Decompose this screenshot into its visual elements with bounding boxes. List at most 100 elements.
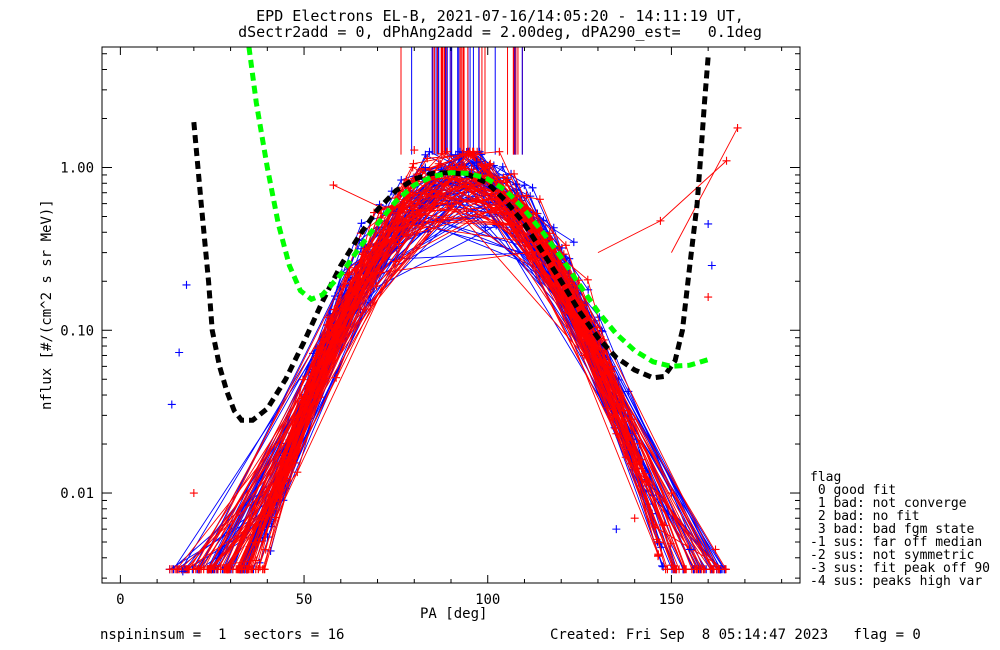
- data-point-plus: [357, 219, 366, 228]
- footer-created: Created: Fri Sep 8 05:14:47 2023 flag = …: [550, 627, 921, 643]
- data-point-plus: [447, 151, 456, 160]
- data-point-plus: [512, 179, 521, 188]
- data-point-plus: [224, 565, 233, 574]
- trace-line: [597, 220, 661, 254]
- legend-title: flag: [810, 470, 842, 485]
- legend-item: -2 sus: not symmetric: [810, 548, 975, 563]
- trace-line: [203, 190, 621, 570]
- data-point-plus: [175, 348, 184, 357]
- trace-line: [208, 213, 711, 570]
- data-point-plus: [609, 413, 618, 422]
- data-point-plus: [561, 241, 570, 250]
- trace-line: [200, 163, 629, 570]
- trace-line: [235, 193, 632, 570]
- data-point-plus: [260, 565, 269, 574]
- data-point-plus: [569, 238, 578, 247]
- data-point-plus: [532, 209, 541, 218]
- data-point-plus: [436, 159, 445, 168]
- data-point-plus: [612, 525, 621, 534]
- trace-line: [211, 177, 694, 570]
- data-point-plus: [410, 146, 419, 155]
- data-point-plus: [443, 147, 452, 156]
- data-point-plus: [567, 310, 576, 319]
- data-point-plus: [692, 565, 701, 574]
- x-axis-label: PA [deg]: [420, 606, 488, 622]
- data-point-plus: [203, 565, 212, 574]
- data-point-plus: [462, 206, 471, 215]
- data-point-plus: [281, 453, 290, 462]
- data-point-plus: [472, 158, 481, 167]
- data-point-plus: [583, 275, 592, 284]
- data-point-plus: [707, 261, 716, 270]
- data-point-plus: [721, 565, 730, 574]
- data-point-plus: [409, 159, 418, 168]
- data-point-plus: [182, 280, 191, 289]
- data-point-plus: [654, 552, 663, 561]
- trace-line: [660, 160, 727, 222]
- trace-line: [241, 153, 617, 570]
- legend-item: 3 bad: bad fgm state: [810, 522, 975, 537]
- chart-subtitle: dSectr2add = 0, dPhAng2add = 2.00deg, dP…: [238, 23, 762, 41]
- data-point-plus: [399, 216, 408, 225]
- trace-line: [193, 150, 617, 570]
- legend-item: -1 sus: far off median: [810, 535, 983, 550]
- data-point-plus: [265, 508, 274, 517]
- y-tick-label: 1.00: [60, 161, 94, 177]
- y-tick-label: 0.10: [60, 323, 94, 339]
- data-point-plus: [699, 565, 708, 574]
- x-tick-label: 100: [475, 592, 500, 608]
- data-point-plus: [248, 565, 257, 574]
- data-point-plus: [711, 545, 720, 554]
- data-point-plus: [520, 181, 529, 190]
- trace-line: [198, 150, 602, 570]
- data-point-plus: [325, 331, 334, 340]
- data-point-plus: [343, 270, 352, 279]
- data-point-plus: [472, 197, 481, 206]
- data-point-plus: [495, 147, 504, 156]
- data-point-plus: [522, 191, 531, 200]
- data-point-plus: [272, 513, 281, 522]
- data-point-plus: [637, 455, 646, 464]
- data-point-plus: [680, 565, 689, 574]
- trace-line: [227, 185, 643, 570]
- data-point-plus: [183, 565, 192, 574]
- data-point-plus: [408, 163, 417, 172]
- data-point-plus: [316, 347, 325, 356]
- data-point-plus: [465, 147, 474, 156]
- data-point-plus: [481, 160, 490, 169]
- data-point-plus: [290, 454, 299, 463]
- data-point-plus: [423, 154, 432, 163]
- data-point-plus: [670, 565, 679, 574]
- data-point-plus: [526, 192, 535, 201]
- y-axis-label: nflux [#/(cm^2 s sr MeV)]: [39, 199, 55, 410]
- trace-line: [671, 127, 738, 253]
- data-point-plus: [437, 149, 446, 158]
- data-point-plus: [291, 458, 300, 467]
- trace-line: [207, 167, 593, 570]
- data-point-plus: [444, 177, 453, 186]
- data-point-plus: [178, 567, 187, 576]
- data-point-plus: [733, 123, 742, 132]
- data-point-plus: [503, 175, 512, 184]
- data-point-plus: [658, 520, 667, 529]
- data-point-plus: [708, 565, 717, 574]
- data-point-plus: [255, 563, 264, 572]
- data-point-plus: [577, 328, 586, 337]
- data-point-plus: [297, 394, 306, 403]
- trace-line: [226, 168, 713, 570]
- data-point-plus: [332, 373, 341, 382]
- data-point-plus: [704, 219, 713, 228]
- data-point-plus: [391, 257, 400, 266]
- data-point-plus: [663, 565, 672, 574]
- data-point-plus: [167, 400, 176, 409]
- x-tick-label: 0: [116, 592, 124, 608]
- chart-title: EPD Electrons EL-B, 2021-07-16/14:05:20 …: [256, 7, 744, 25]
- data-point-plus: [685, 545, 694, 554]
- trace-line: [230, 151, 634, 570]
- trace-line: [227, 151, 664, 570]
- data-point-plus: [171, 565, 180, 574]
- plot-area: [165, 47, 742, 576]
- data-point-plus: [528, 183, 537, 192]
- data-point-plus: [667, 489, 676, 498]
- data-point-plus: [513, 191, 522, 200]
